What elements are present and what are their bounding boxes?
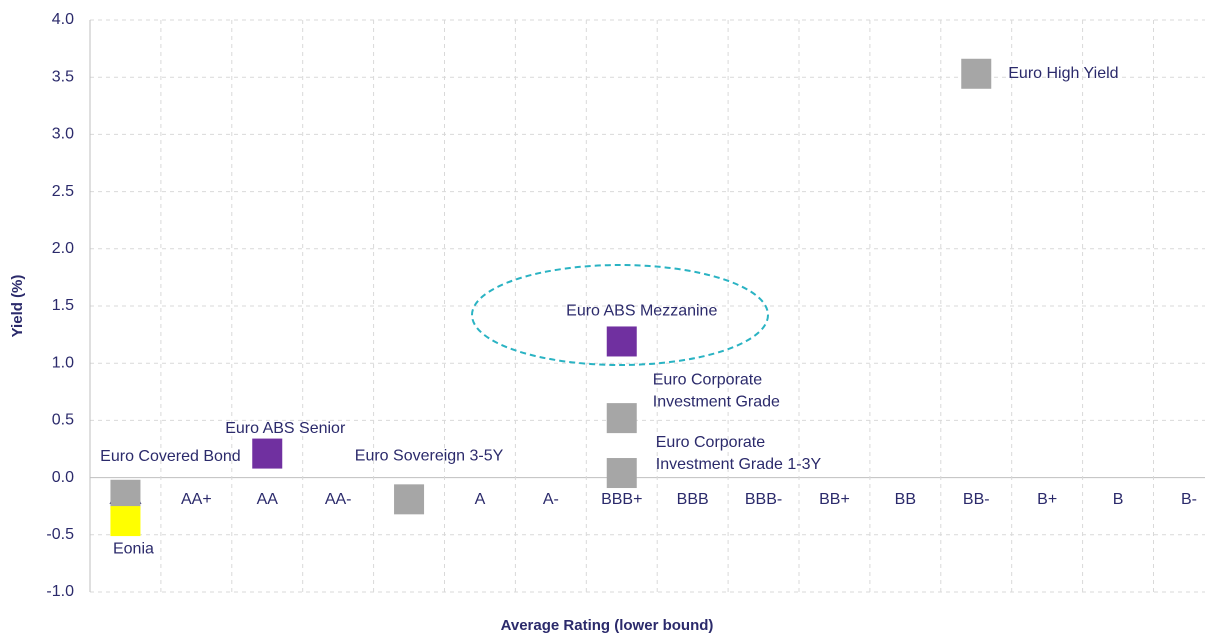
x-tick-label: BB [895,491,916,508]
point [606,458,637,489]
x-tick-label: B [1113,491,1124,508]
x-tick-label: B+ [1037,491,1057,508]
point-label: Euro Corporate [653,371,762,388]
x-tick-label: BBB- [745,491,782,508]
point-label: Euro ABS Mezzanine [566,303,717,320]
y-tick-label: 3.5 [52,68,74,85]
x-tick-label: BBB [677,491,709,508]
highlight-ellipse [471,264,769,366]
point [394,484,425,515]
y-tick-label: -0.5 [46,526,74,543]
point [252,438,283,469]
point [110,479,141,510]
x-tick-label: A- [543,491,559,508]
point [606,326,637,357]
point-label: Euro ABS Senior [225,420,346,437]
y-tick-label: 3.0 [52,126,74,143]
point [606,403,637,434]
y-tick-label: 2.0 [52,240,74,257]
x-tick-label: A [475,491,486,508]
y-tick-label: 1.0 [52,354,74,371]
point-label: Investment Grade [653,393,780,410]
point [961,58,992,89]
y-tick-label: 0.0 [52,469,74,486]
x-tick-label: BBB+ [601,491,642,508]
x-tick-label: B- [1181,491,1197,508]
point-label: Investment Grade 1-3Y [656,456,822,473]
y-axis-title: Yield (%) [9,275,26,338]
y-tick-label: 2.5 [52,183,74,200]
x-tick-label: BB+ [819,491,850,508]
x-tick-label: AA- [325,491,352,508]
point [110,506,141,537]
x-axis-title: Average Rating (lower bound) [501,617,714,634]
point-label: Euro Covered Bond [100,448,241,465]
x-tick-label: AA [257,491,279,508]
y-tick-label: 4.0 [52,11,74,28]
x-tick-label: AA+ [181,491,212,508]
point-label: Euro Corporate [656,434,765,451]
y-tick-label: -1.0 [46,583,74,600]
y-tick-label: 1.5 [52,297,74,314]
point-label: Eonia [113,540,154,557]
point-label: Euro Sovereign 3-5Y [355,448,504,465]
x-tick-label: BB- [963,491,990,508]
point-label: Euro High Yield [1008,65,1118,82]
y-tick-label: 0.5 [52,412,74,429]
